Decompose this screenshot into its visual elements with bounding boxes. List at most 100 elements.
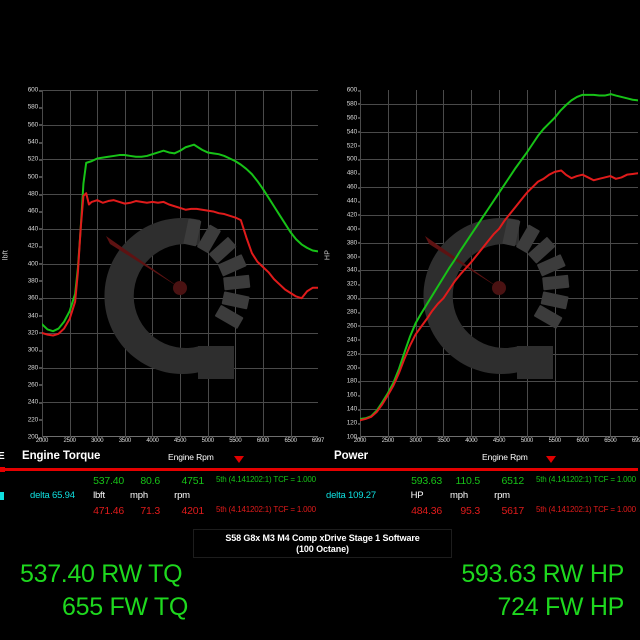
vehicle-title-box: S58 G8x M3 M4 Comp xDrive Stage 1 Softwa…	[193, 529, 452, 558]
y-tick-label: 460	[346, 183, 362, 191]
y-tick-label: 220	[346, 350, 362, 358]
y-axis-ticks-left: 200 220 240 260 280 300 320 340 360 380 400 420 440 4…	[8, 60, 43, 441]
y-tick-label: 400	[346, 225, 362, 233]
summary-rw-tq: 537.40 RW TQ	[20, 560, 183, 588]
gridline-horizontal	[360, 409, 638, 411]
y-tick-label: 420	[27, 242, 43, 250]
gridline-horizontal	[42, 159, 318, 161]
accent-bar-cap	[0, 467, 5, 472]
chevron-down-icon-left[interactable]	[234, 456, 244, 463]
y-tick-label: 540	[346, 128, 362, 136]
chart-title-engine-torque: Engine Torque	[22, 450, 101, 462]
x-tick-label: 3500	[437, 438, 450, 444]
vehicle-title-line1: S58 G8x M3 M4 Comp xDrive Stage 1 Softwa…	[225, 533, 420, 544]
y-tick-label: 540	[27, 138, 43, 146]
y-tick-label: 360	[346, 253, 362, 261]
right-red-speed: 95.3	[460, 505, 480, 517]
x-tick-label: 2500	[63, 438, 76, 444]
left-red-value: 471.46	[93, 505, 124, 517]
right-green-rpm: 6512	[501, 475, 524, 487]
right-red-gear: 5th (4.141202:1) TCF = 1.000	[536, 505, 636, 514]
x-tick-label: 2500	[381, 438, 394, 444]
y-tick-label: 320	[346, 280, 362, 288]
gridline-horizontal	[42, 124, 318, 126]
x-tick-label: 2000	[353, 438, 367, 444]
x-tick-label: 6997	[311, 438, 325, 444]
axis-title-row: E Engine Torque Engine Rpm Power Engine …	[0, 450, 640, 468]
y-tick-label: 440	[346, 197, 362, 205]
y-tick-label: 380	[346, 239, 362, 247]
x-tick-label: 6500	[604, 438, 617, 444]
left-green-speed: 80.6	[140, 475, 160, 487]
gridline-horizontal	[360, 187, 638, 189]
x-axis-name-right: Engine Rpm	[482, 452, 528, 462]
gridline-vertical	[360, 90, 361, 437]
gridline-horizontal	[360, 131, 638, 133]
left-red-rpm: 4201	[181, 505, 204, 517]
y-tick-label: 560	[27, 121, 43, 129]
gridline-vertical	[262, 90, 264, 437]
y-tick-label: 380	[27, 277, 43, 285]
x-tick-label: 5000	[520, 438, 533, 444]
y-tick-label: 300	[346, 294, 362, 302]
summary-region: 537.40 RW TQ 655 FW TQ 593.63 RW HP 724 …	[0, 560, 640, 640]
charts-region: lbft 200 220 240 260 280 300 320 340 360 380 400 42…	[0, 60, 640, 450]
right-unit-value: HP	[410, 490, 424, 501]
gridline-vertical	[526, 90, 528, 437]
chart-title-power: Power	[334, 450, 369, 462]
y-tick-label: 220	[27, 416, 43, 424]
curves-engine-torque	[42, 90, 318, 437]
x-tick-label: 5500	[229, 438, 242, 444]
y-tick-label: 560	[346, 114, 362, 122]
x-tick-label: 6997	[631, 438, 640, 444]
y-tick-label: 100	[346, 433, 362, 441]
y-tick-label: 580	[346, 100, 362, 108]
gridline-horizontal	[360, 103, 638, 105]
gridline-horizontal	[360, 214, 638, 216]
gridline-vertical	[207, 90, 209, 437]
chevron-down-icon-right[interactable]	[546, 456, 556, 463]
series-line-stock	[42, 193, 318, 335]
readout-table: delta 65.94 537.40 80.6 4751 5th (4.1412…	[0, 474, 640, 522]
y-tick-label: 420	[346, 211, 362, 219]
x-tick-label: 6000	[256, 438, 269, 444]
y-tick-label: 360	[27, 294, 43, 302]
y-tick-label: 480	[346, 169, 362, 177]
y-tick-label: 280	[346, 308, 362, 316]
chart-panel-power: HP 100 120 140 160 180 200 220 240 260 280 300 320 3…	[322, 60, 640, 450]
y-tick-label: 200	[27, 433, 43, 441]
right-green-value: 593.63	[411, 475, 442, 487]
plot-area-engine-torque	[42, 90, 318, 437]
left-red-speed: 71.3	[140, 505, 160, 517]
series-line-stock	[360, 171, 638, 421]
delta-left: delta 65.94	[30, 490, 75, 501]
y-tick-label: 240	[27, 398, 43, 406]
y-tick-label: 260	[346, 322, 362, 330]
y-tick-label: 200	[346, 364, 362, 372]
x-tick-label: 2000	[35, 438, 49, 444]
right-red-value: 484.36	[411, 505, 442, 517]
x-tick-label: 4000	[146, 438, 159, 444]
gridline-vertical	[415, 90, 417, 437]
summary-rw-hp: 593.63 RW HP	[461, 560, 624, 588]
gridline-horizontal	[42, 90, 318, 91]
curves-power	[360, 90, 638, 437]
right-green-speed: 110.5	[455, 475, 481, 487]
left-unit-speed: mph	[130, 490, 148, 501]
x-axis-ticks-left: 2000 2500 3000 3500 4000 4500 5000 5500 6000 6500…	[0, 438, 324, 452]
clipped-edge-char: E	[0, 451, 5, 462]
x-tick-label: 3000	[91, 438, 104, 444]
y-tick-label: 600	[346, 86, 362, 94]
y-tick-label: 600	[27, 86, 43, 94]
y-tick-label: 400	[27, 260, 43, 267]
y-tick-label: 120	[346, 419, 362, 427]
x-tick-label: 3500	[118, 438, 131, 444]
left-green-value: 537.40	[93, 475, 124, 487]
gridline-vertical	[290, 90, 292, 437]
y-tick-label: 440	[27, 225, 43, 233]
right-unit-rpm: rpm	[494, 490, 510, 501]
vehicle-title-line2: (100 Octane)	[296, 543, 349, 554]
y-tick-label: 340	[346, 266, 362, 274]
delta-right: delta 109.27	[326, 490, 376, 501]
